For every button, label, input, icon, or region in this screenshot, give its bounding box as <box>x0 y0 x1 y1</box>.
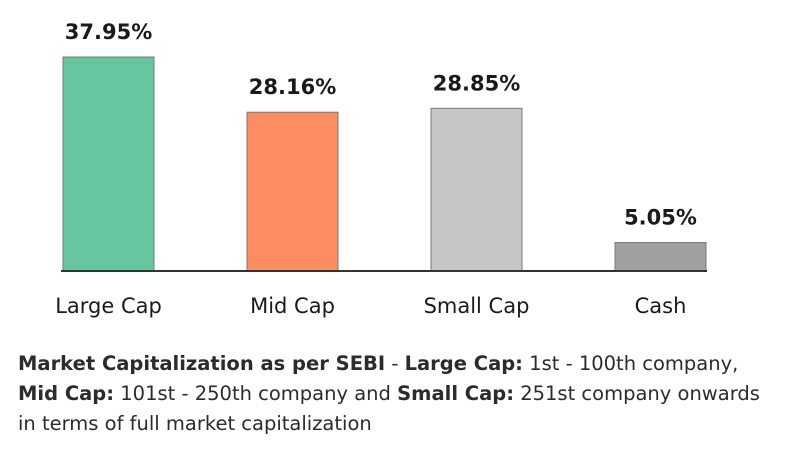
bars-group <box>62 56 707 272</box>
category-label-mid-cap: Mid Cap <box>250 294 335 318</box>
note-mid-cap-label: Mid Cap: <box>18 382 115 405</box>
value-label-cash: 5.05% <box>624 206 697 230</box>
bar-mid-cap <box>246 111 339 272</box>
note-heading: Market Capitalization as per SEBI <box>18 352 386 375</box>
note-mid-cap-text: 101st - 250th company and <box>114 382 398 405</box>
sebi-definition-note: Market Capitalization as per SEBI - Larg… <box>18 349 778 439</box>
bar-cash <box>614 242 707 272</box>
note-small-cap-label: Small Cap: <box>397 382 515 405</box>
note-separator: - <box>385 352 405 375</box>
category-label-small-cap: Small Cap <box>424 294 530 318</box>
category-labels-group: Large Cap Mid Cap Small Cap Cash <box>55 294 686 318</box>
value-label-large-cap: 37.95% <box>65 20 152 44</box>
note-large-cap-label: Large Cap: <box>404 352 523 375</box>
bar-small-cap <box>430 107 523 272</box>
category-label-large-cap: Large Cap <box>55 294 162 318</box>
bar-chart: 37.95% 28.16% 28.85% 5.05% Large Cap Mid Cap… <box>55 20 707 318</box>
value-labels-group: 37.95% 28.16% 28.85% 5.05% <box>65 20 697 230</box>
value-label-small-cap: 28.85% <box>433 71 520 95</box>
category-label-cash: Cash <box>635 294 687 318</box>
note-small-cap-text: 251st company onwards in terms of full m… <box>18 382 760 435</box>
note-large-cap-text: 1st - 100th company, <box>522 352 739 375</box>
bar-large-cap <box>62 56 155 272</box>
value-label-mid-cap: 28.16% <box>249 75 336 99</box>
